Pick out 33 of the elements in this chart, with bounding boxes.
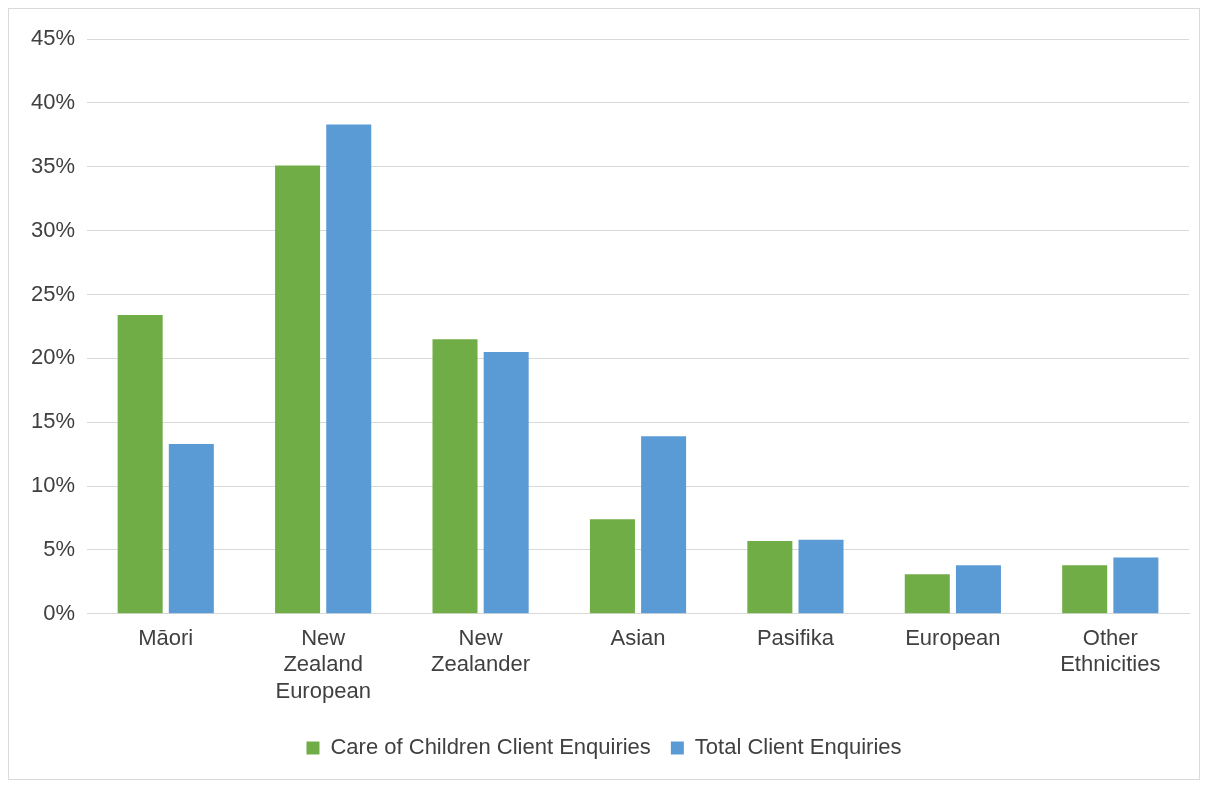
y-tick-label: 40%	[30, 88, 76, 114]
y-tick-label: 15%	[30, 408, 76, 434]
bar	[904, 574, 950, 614]
bar	[275, 165, 321, 614]
bar	[747, 540, 793, 614]
bar	[641, 436, 687, 614]
legend-label: Total Client Enquiries	[694, 734, 902, 760]
bar	[168, 443, 214, 614]
y-tick-label: 0%	[43, 599, 76, 625]
bar	[432, 339, 478, 614]
bar	[955, 565, 1001, 614]
y-tick-label: 30%	[30, 216, 76, 242]
x-tick-label: Asian	[610, 625, 666, 651]
x-tick-label: European	[905, 625, 1001, 651]
y-tick-label: 45%	[30, 25, 76, 51]
x-tick-label: New Zealander	[431, 625, 531, 677]
bar	[589, 519, 635, 614]
y-tick-label: 10%	[30, 472, 76, 498]
y-tick-label: 25%	[30, 280, 76, 306]
bar	[326, 124, 372, 614]
legend-label: Care of Children Client Enquiries	[330, 734, 651, 760]
bar	[117, 314, 163, 614]
x-tick-label: Māori	[138, 625, 194, 651]
bar	[1062, 565, 1108, 614]
y-tick-label: 20%	[30, 344, 76, 370]
bar	[483, 351, 529, 614]
y-tick-label: 5%	[43, 536, 76, 561]
bar	[798, 539, 844, 614]
x-tick-label: New Zealand European	[275, 625, 371, 703]
bar	[1113, 557, 1159, 614]
x-tick-label: Pasifika	[756, 625, 835, 651]
x-tick-label: Other Ethnicities	[1060, 625, 1161, 677]
y-tick-label: 35%	[30, 152, 76, 178]
